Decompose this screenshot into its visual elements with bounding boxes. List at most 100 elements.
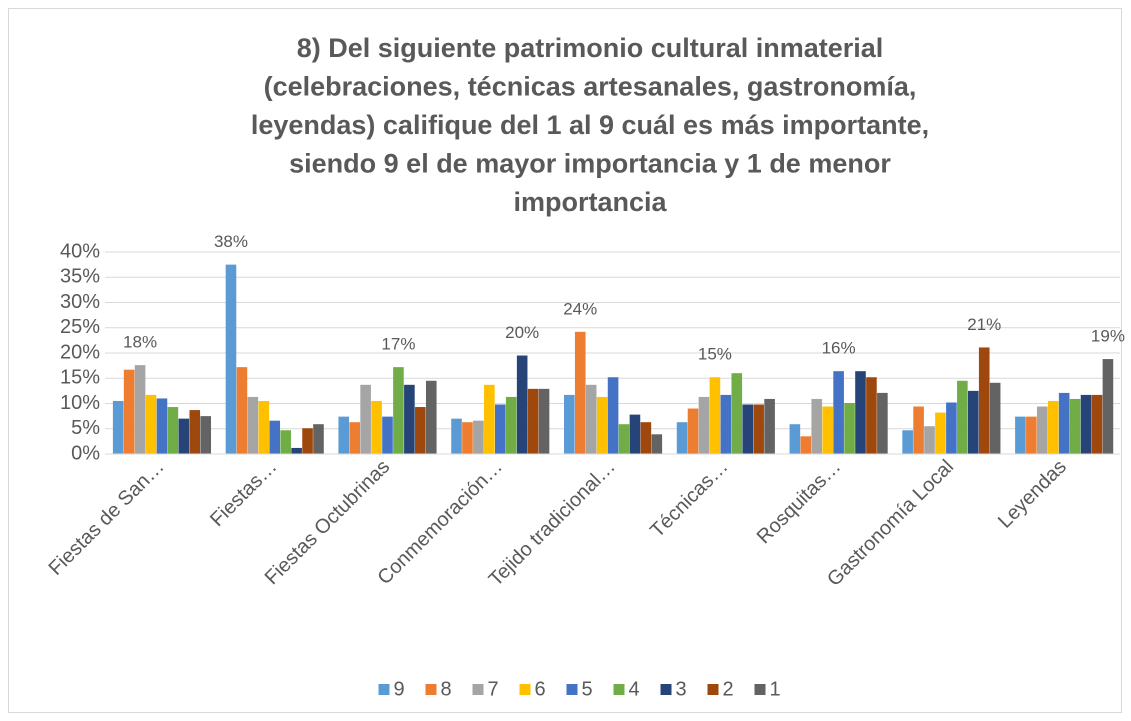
bar <box>618 424 630 454</box>
bar <box>1058 392 1070 454</box>
bar <box>484 384 495 454</box>
bar <box>585 384 597 454</box>
y-tick-label: 0% <box>71 442 100 464</box>
bar <box>189 410 201 454</box>
y-tick-label: 25% <box>60 316 100 338</box>
bar <box>574 331 586 454</box>
bar <box>720 394 732 454</box>
bar <box>236 367 248 454</box>
bar <box>1091 394 1103 454</box>
chart-title: siendo 9 el de mayor importancia y 1 de … <box>289 149 891 179</box>
bar <box>1080 394 1092 454</box>
legend-swatch <box>660 684 672 695</box>
bar <box>753 404 764 454</box>
bar <box>516 355 528 454</box>
data-label: 19% <box>1091 327 1125 346</box>
data-label: 18% <box>123 333 157 352</box>
bar <box>291 447 302 454</box>
legend-label: 2 <box>723 678 734 700</box>
chart-title: 8) Del siguiente patrimonio cultural inm… <box>297 33 884 63</box>
bar <box>629 414 641 454</box>
data-label: 24% <box>563 299 597 318</box>
bar <box>789 424 801 454</box>
bar <box>764 398 775 454</box>
bar <box>280 430 291 454</box>
chart-title: (celebraciones, técnicas artesanales, ga… <box>264 72 917 102</box>
bar <box>687 408 699 454</box>
bar <box>1069 398 1081 454</box>
bar <box>178 418 190 454</box>
bar <box>564 394 575 454</box>
bar <box>415 407 426 454</box>
legend-label: 3 <box>676 678 687 700</box>
chart-title: importancia <box>513 187 667 217</box>
bar <box>123 369 135 454</box>
bar <box>742 404 754 454</box>
legend-swatch <box>613 684 625 695</box>
bar <box>462 422 473 454</box>
bar <box>924 426 935 454</box>
legend-swatch <box>707 684 719 695</box>
bar <box>877 392 888 454</box>
bar <box>360 384 371 454</box>
y-tick-label: 40% <box>60 240 100 262</box>
bar <box>247 396 259 454</box>
bar <box>425 380 437 454</box>
bar <box>607 377 619 454</box>
bar <box>833 371 844 454</box>
bar <box>505 396 517 454</box>
bar <box>112 400 124 454</box>
bar <box>225 264 237 454</box>
legend-label: 5 <box>582 678 593 700</box>
bar <box>989 382 1001 454</box>
bar <box>1047 400 1059 454</box>
bar <box>957 380 968 454</box>
bar <box>596 396 608 454</box>
legend-swatch <box>566 684 578 695</box>
data-label: 17% <box>381 335 415 354</box>
bar <box>1026 416 1037 454</box>
bar <box>978 347 990 454</box>
y-tick-label: 5% <box>71 417 100 439</box>
y-tick-label: 10% <box>60 392 100 414</box>
legend-swatch <box>425 684 437 695</box>
bar <box>371 400 382 454</box>
bar <box>709 377 721 454</box>
data-label: 38% <box>214 232 248 251</box>
bar <box>1102 359 1114 454</box>
bar <box>866 377 877 454</box>
bar <box>811 398 823 454</box>
bar <box>538 388 550 454</box>
bar <box>1036 406 1048 454</box>
bar <box>698 396 710 454</box>
legend-label: 4 <box>629 678 640 700</box>
bar <box>640 422 652 454</box>
bar <box>134 365 146 454</box>
bar <box>855 371 866 454</box>
bar <box>494 404 506 454</box>
bar <box>200 416 212 454</box>
bar <box>258 400 270 454</box>
bar <box>313 424 324 454</box>
chart-border <box>8 8 1122 713</box>
bar <box>822 406 833 454</box>
bar <box>967 390 979 454</box>
legend-swatch <box>754 684 766 695</box>
bar <box>156 398 168 454</box>
bar <box>349 422 360 454</box>
bar <box>902 430 913 454</box>
y-tick-label: 30% <box>60 291 100 313</box>
bar <box>844 402 855 454</box>
bar <box>731 373 743 454</box>
bar <box>451 418 462 454</box>
data-label: 20% <box>505 323 539 342</box>
bar <box>913 406 924 454</box>
data-label: 21% <box>967 315 1001 334</box>
y-tick-label: 20% <box>60 341 100 363</box>
bar <box>269 420 281 454</box>
data-label: 16% <box>822 339 856 358</box>
bar <box>676 422 688 454</box>
bar <box>946 402 957 454</box>
